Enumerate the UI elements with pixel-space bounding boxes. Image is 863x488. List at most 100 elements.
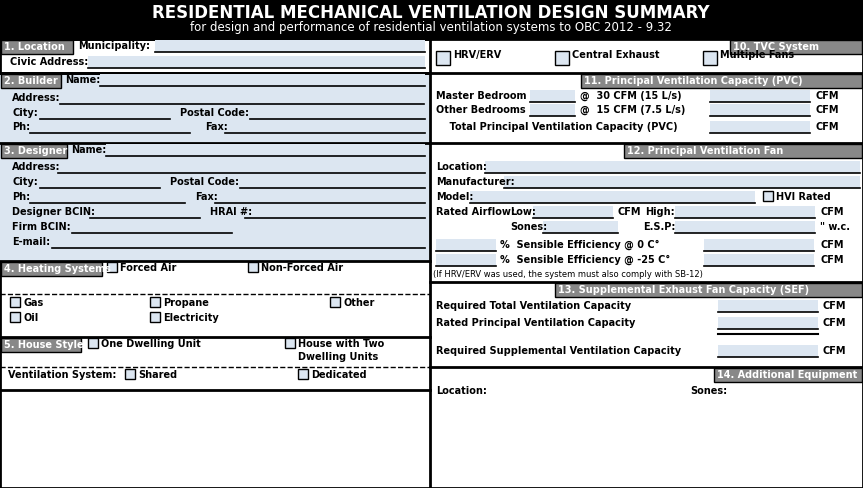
Text: Manufacturer:: Manufacturer: [436, 177, 514, 186]
Bar [675, 206, 815, 219]
Bar [100, 75, 425, 87]
Text: HRV/ERV: HRV/ERV [453, 50, 501, 60]
Bar [485, 162, 860, 174]
Bar [675, 222, 815, 234]
Text: Central Exhaust: Central Exhaust [572, 50, 659, 60]
Text: Address:: Address: [12, 162, 60, 172]
Bar [58, 162, 425, 174]
Bar [730, 41, 862, 55]
Bar [1, 75, 61, 89]
Bar [10, 312, 20, 323]
Text: @  15 CFM (7.5 L/s): @ 15 CFM (7.5 L/s) [580, 105, 685, 115]
Text: Ventilation System:: Ventilation System: [8, 369, 117, 379]
Bar [710, 105, 810, 117]
Text: Electricity: Electricity [163, 312, 218, 323]
Bar [125, 369, 135, 379]
Bar [330, 297, 340, 307]
Bar [88, 338, 98, 348]
Text: Address:: Address: [12, 93, 60, 103]
Text: RESIDENTIAL MECHANICAL VENTILATION DESIGN SUMMARY: RESIDENTIAL MECHANICAL VENTILATION DESIG… [152, 4, 709, 22]
Bar [40, 108, 170, 120]
Text: 2. Builder: 2. Builder [4, 76, 58, 86]
Text: CFM: CFM [820, 254, 843, 264]
Text: 4. Heating Systems: 4. Heating Systems [4, 264, 110, 273]
Text: Required Supplemental Ventilation Capacity: Required Supplemental Ventilation Capaci… [436, 346, 681, 355]
Bar [703, 52, 717, 66]
Bar [250, 108, 425, 120]
Bar [215, 192, 425, 203]
Text: " w.c.: " w.c. [820, 222, 850, 231]
Text: Sones:: Sones: [690, 385, 728, 395]
Bar [10, 297, 20, 307]
Text: 3. Designer: 3. Designer [4, 146, 67, 156]
Bar [72, 222, 232, 234]
Text: E.S.P:: E.S.P: [643, 222, 676, 231]
Text: Oil: Oil [23, 312, 38, 323]
Text: CFM: CFM [815, 105, 839, 115]
Text: Fax:: Fax: [195, 192, 217, 202]
Text: High:: High: [645, 206, 675, 217]
Text: Dwelling Units: Dwelling Units [298, 351, 378, 361]
Text: HVI Rated: HVI Rated [776, 192, 831, 202]
Bar [436, 240, 496, 251]
Bar [60, 93, 424, 105]
Text: House with Two: House with Two [298, 338, 384, 348]
Text: City:: City: [12, 108, 38, 118]
Text: Forced Air: Forced Air [120, 263, 176, 272]
Bar [1, 41, 73, 55]
Text: HRAI #:: HRAI #: [210, 206, 252, 217]
Bar [150, 297, 160, 307]
Bar [470, 192, 755, 203]
Text: Rated Airflow:: Rated Airflow: [436, 206, 515, 217]
Bar [555, 52, 569, 66]
Text: Dedicated: Dedicated [311, 369, 367, 379]
Text: @  30 CFM (15 L/s): @ 30 CFM (15 L/s) [580, 91, 682, 101]
Bar [248, 263, 258, 272]
Bar [1, 263, 102, 276]
Bar [1, 338, 81, 352]
Text: Multiple Fans: Multiple Fans [720, 50, 794, 60]
Text: Postal Code:: Postal Code: [180, 108, 249, 118]
Bar [763, 192, 773, 202]
Bar [30, 192, 185, 203]
Bar [436, 52, 450, 66]
Text: Designer BCIN:: Designer BCIN: [12, 206, 95, 217]
Bar [718, 301, 818, 312]
Bar [240, 177, 425, 189]
Text: Non-Forced Air: Non-Forced Air [261, 263, 343, 272]
Bar [0, 74, 430, 145]
Text: Master Bedroom: Master Bedroom [436, 91, 526, 101]
Bar [0, 0, 863, 40]
Text: Location:: Location: [436, 385, 487, 395]
Text: Model:: Model: [436, 192, 474, 202]
Text: Required Total Ventilation Capacity: Required Total Ventilation Capacity [436, 301, 631, 310]
Bar [555, 284, 862, 297]
Text: Postal Code:: Postal Code: [170, 177, 239, 186]
Text: (If HRV/ERV was used, the system must also comply with SB-12): (If HRV/ERV was used, the system must al… [433, 269, 702, 279]
Bar [710, 122, 810, 134]
Text: Name:: Name: [71, 145, 106, 155]
Text: E-mail:: E-mail: [12, 237, 50, 246]
Bar [150, 312, 160, 323]
Text: Shared: Shared [138, 369, 177, 379]
Bar [285, 338, 295, 348]
Text: 10. TVC System: 10. TVC System [733, 42, 819, 52]
Text: 13. Supplemental Exhaust Fan Capacity (SEF): 13. Supplemental Exhaust Fan Capacity (S… [558, 285, 809, 294]
Bar [714, 368, 862, 382]
Bar [1, 145, 67, 159]
Bar [0, 143, 430, 262]
Bar [581, 75, 862, 89]
Text: %  Sensible Efficiency @ -25 C°: % Sensible Efficiency @ -25 C° [500, 254, 671, 265]
Bar [225, 122, 425, 134]
Text: 12. Principal Ventilation Fan: 12. Principal Ventilation Fan [627, 146, 784, 156]
Text: Ph:: Ph: [12, 122, 30, 132]
Bar [710, 91, 810, 103]
Bar [155, 41, 425, 53]
Text: for design and performance of residential ventilation systems to OBC 2012 - 9.32: for design and performance of residentia… [190, 21, 672, 34]
Text: Civic Address:: Civic Address: [10, 57, 88, 67]
Bar [530, 91, 575, 103]
Text: Other Bedrooms: Other Bedrooms [436, 105, 526, 115]
Text: 14. Additional Equipment: 14. Additional Equipment [717, 369, 857, 379]
Bar [40, 177, 160, 189]
Text: Fax:: Fax: [205, 122, 228, 132]
